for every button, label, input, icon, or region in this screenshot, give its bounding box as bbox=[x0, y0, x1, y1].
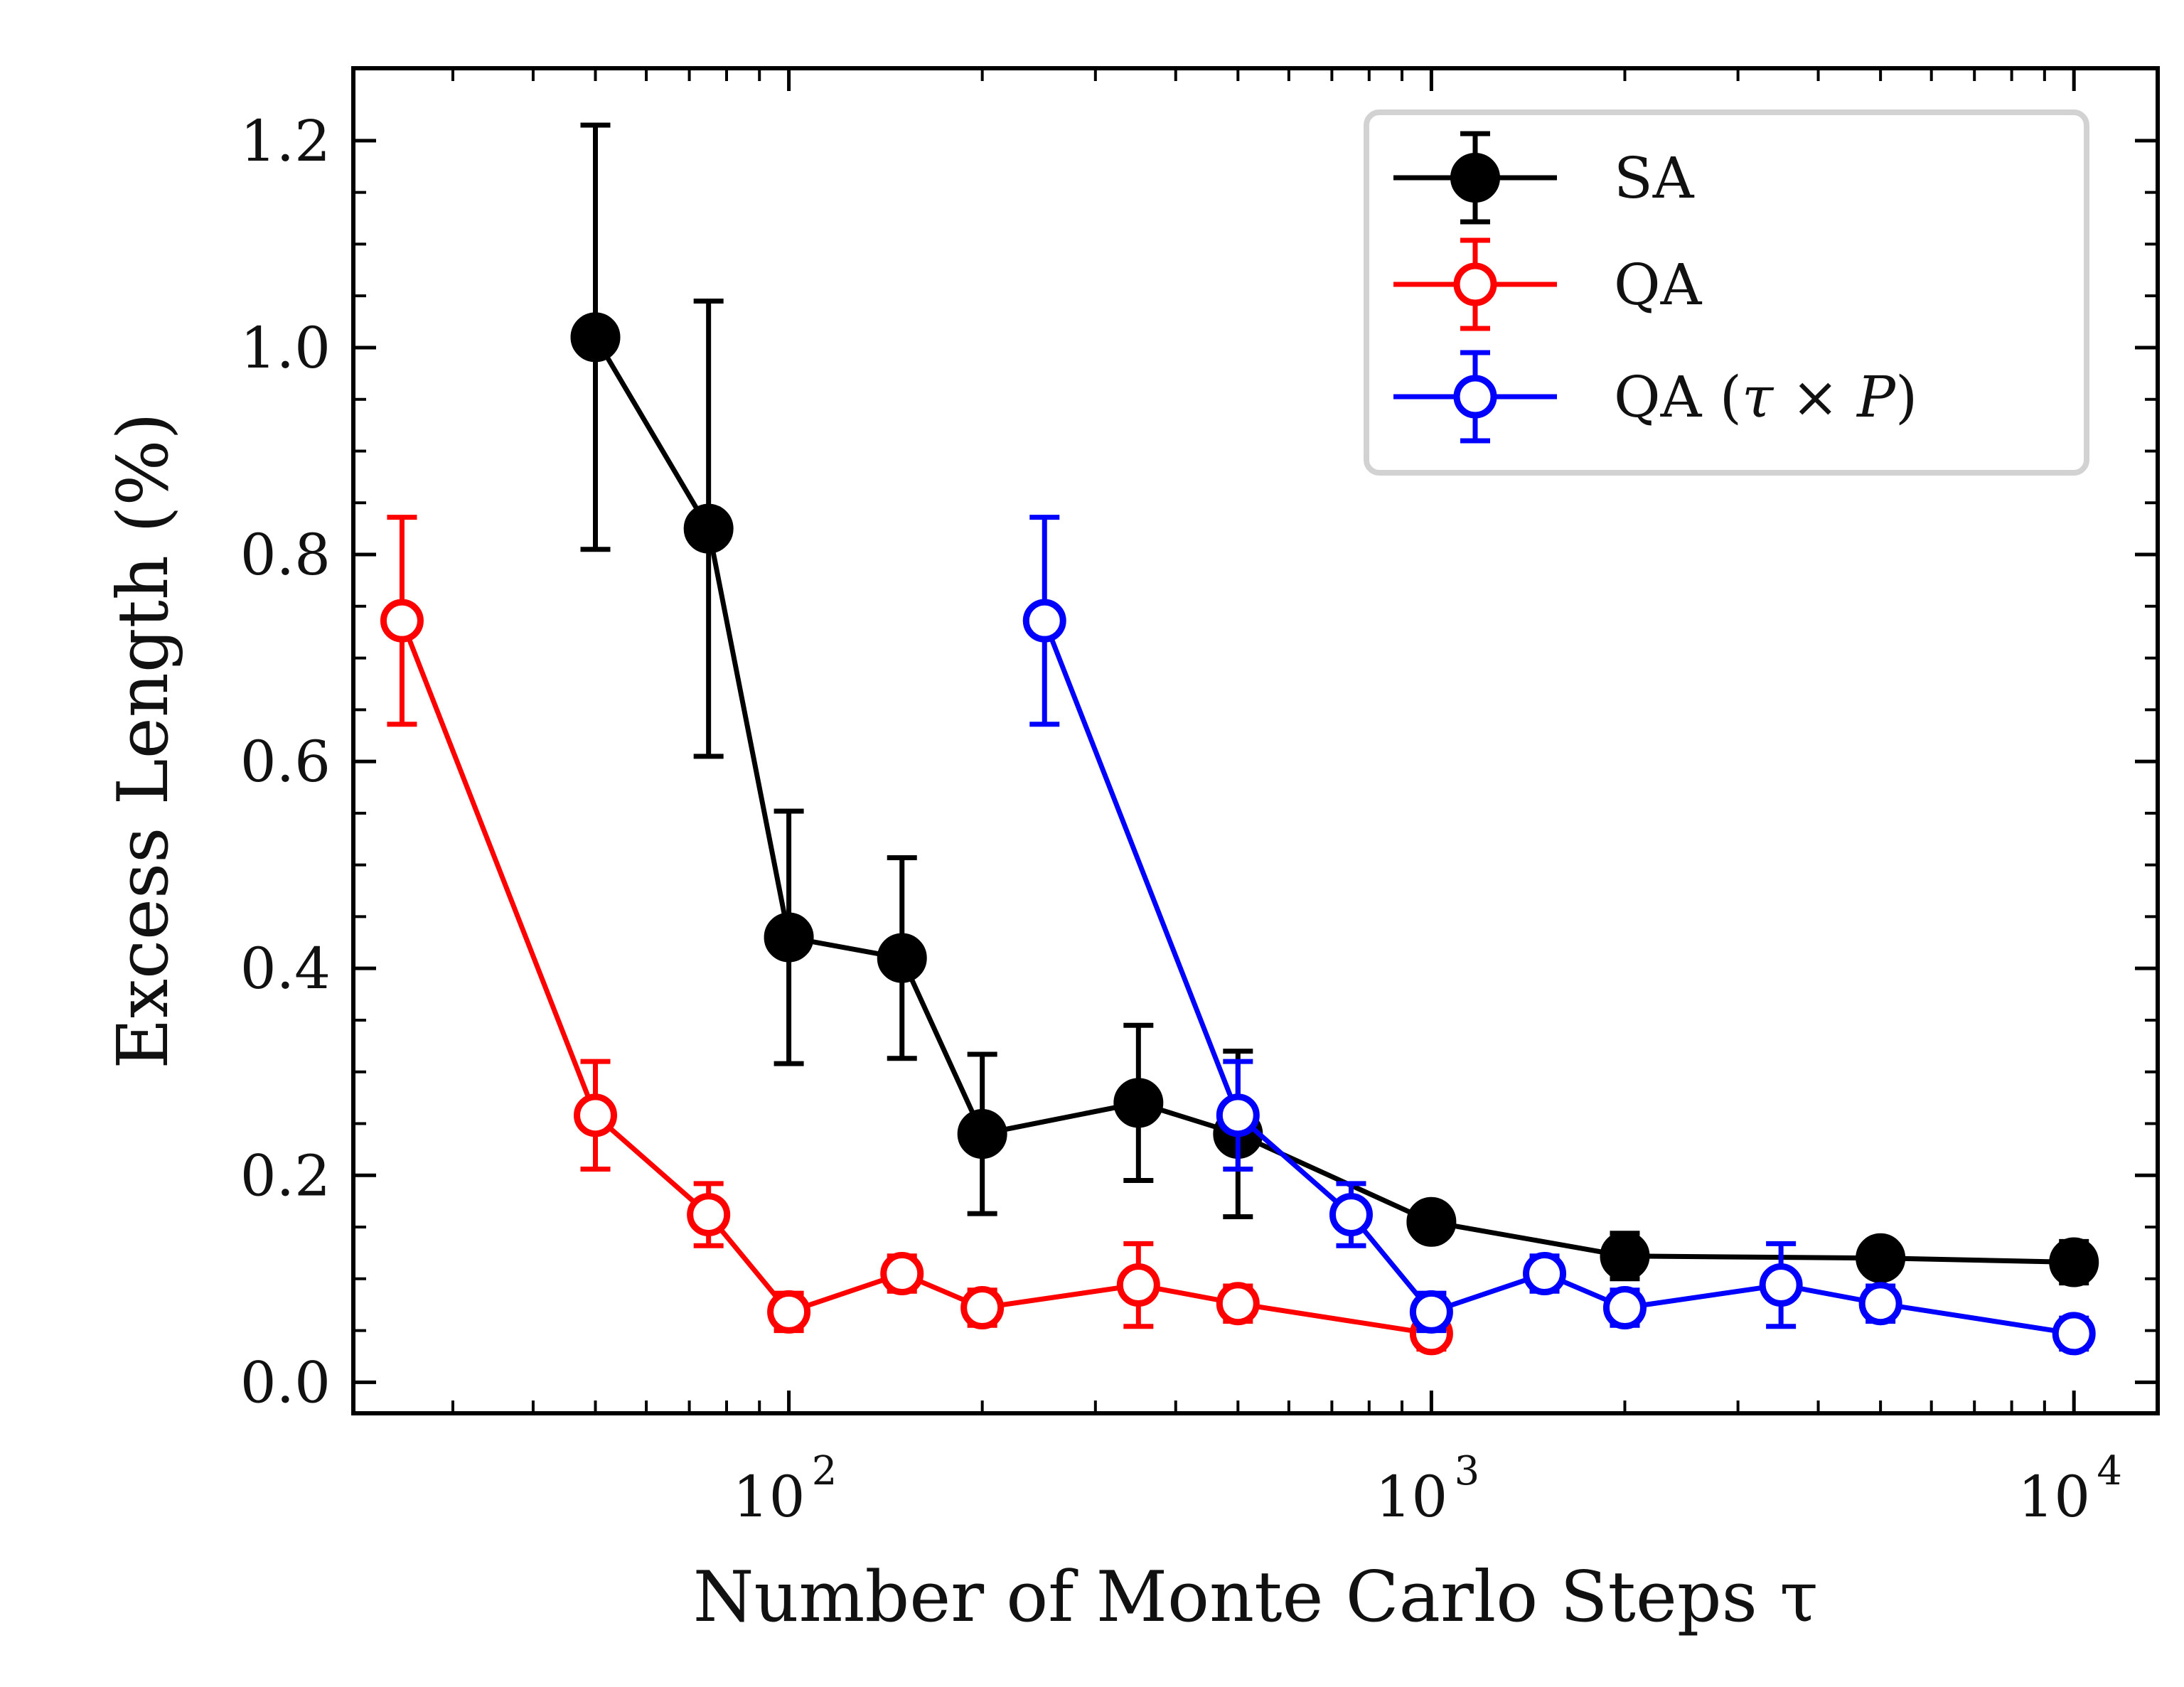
y-tick-label: 0.2 bbox=[240, 1142, 331, 1209]
legend-entry-qa: QA bbox=[1393, 237, 1703, 331]
data-point-qa-tau-p bbox=[1523, 1252, 1567, 1296]
x-tick-label: 10 bbox=[1375, 1464, 1447, 1530]
x-tick-label-exponent: 4 bbox=[2097, 1448, 2122, 1494]
data-point-qa-tau-p bbox=[1216, 1093, 1260, 1137]
data-point-qa bbox=[1116, 1263, 1160, 1307]
data-point-sa bbox=[2049, 1237, 2099, 1287]
data-point-sa bbox=[570, 312, 621, 363]
data-point-qa bbox=[880, 1252, 924, 1296]
y-tick-label: 0.0 bbox=[240, 1349, 331, 1415]
data-point-qa bbox=[380, 599, 424, 643]
data-point-sa bbox=[764, 912, 814, 963]
data-point-qa bbox=[767, 1290, 811, 1334]
x-tick-label-exponent: 2 bbox=[812, 1448, 837, 1494]
series-sa bbox=[570, 122, 2099, 1287]
y-tick-label: 0.8 bbox=[240, 522, 331, 588]
legend-entry-qa-tau-p: QA (τ × P) bbox=[1393, 350, 1917, 444]
x-tick-label-exponent: 3 bbox=[1455, 1448, 1480, 1494]
legend-label-sa: SA bbox=[1614, 145, 1695, 211]
data-point-qa-tau-p bbox=[2052, 1312, 2096, 1356]
data-point-qa-tau-p bbox=[1329, 1193, 1373, 1237]
data-point-qa bbox=[687, 1193, 731, 1237]
data-point-qa-tau-p bbox=[1409, 1290, 1453, 1334]
data-point-qa bbox=[960, 1286, 1005, 1330]
data-point-qa bbox=[574, 1093, 618, 1137]
data-point-qa-tau-p bbox=[1022, 599, 1066, 643]
series-qa-tau-p bbox=[1022, 515, 2096, 1356]
y-tick-label: 1.0 bbox=[240, 315, 331, 381]
legend-label-qa: QA bbox=[1614, 252, 1703, 318]
tick-labels: 0.00.20.40.60.81.01.210 2 10 3 10 4 bbox=[240, 108, 2122, 1530]
legend-box bbox=[1364, 109, 2089, 476]
plot-frame bbox=[351, 66, 2160, 1415]
data-point-qa-tau-p bbox=[1602, 1286, 1647, 1330]
legend-marker bbox=[1453, 375, 1497, 419]
x-tick-label: 10 bbox=[733, 1464, 805, 1530]
legend: SA QA QA (τ × P) bbox=[1364, 109, 2089, 476]
x-tick-label: 10 bbox=[2018, 1464, 2090, 1530]
data-point-qa-tau-p bbox=[1858, 1282, 1902, 1326]
data-point-sa bbox=[1600, 1231, 1650, 1281]
data-point-qa bbox=[1216, 1282, 1260, 1326]
legend-label-qa-tau-p: QA (τ × P) bbox=[1614, 364, 1917, 430]
y-tick-label: 0.6 bbox=[240, 729, 331, 795]
data-point-qa-tau-p bbox=[1759, 1263, 1803, 1307]
x-axis-title: Number of Monte Carlo Steps τ bbox=[693, 1557, 1819, 1638]
data-point-sa bbox=[1406, 1196, 1457, 1247]
legend-marker bbox=[1453, 262, 1497, 306]
legend-entry-sa: SA bbox=[1393, 131, 1695, 225]
data-point-sa bbox=[1856, 1233, 1906, 1283]
data-point-sa bbox=[1113, 1078, 1164, 1128]
y-tick-label: 0.4 bbox=[240, 936, 331, 1002]
legend-marker bbox=[1450, 153, 1500, 203]
series-layer bbox=[380, 122, 2099, 1356]
data-point-sa bbox=[957, 1109, 1007, 1160]
data-point-sa bbox=[877, 933, 927, 983]
data-point-sa bbox=[683, 503, 734, 554]
y-axis-title: Excess Length (%) bbox=[103, 412, 184, 1069]
y-tick-label: 1.2 bbox=[240, 108, 331, 174]
